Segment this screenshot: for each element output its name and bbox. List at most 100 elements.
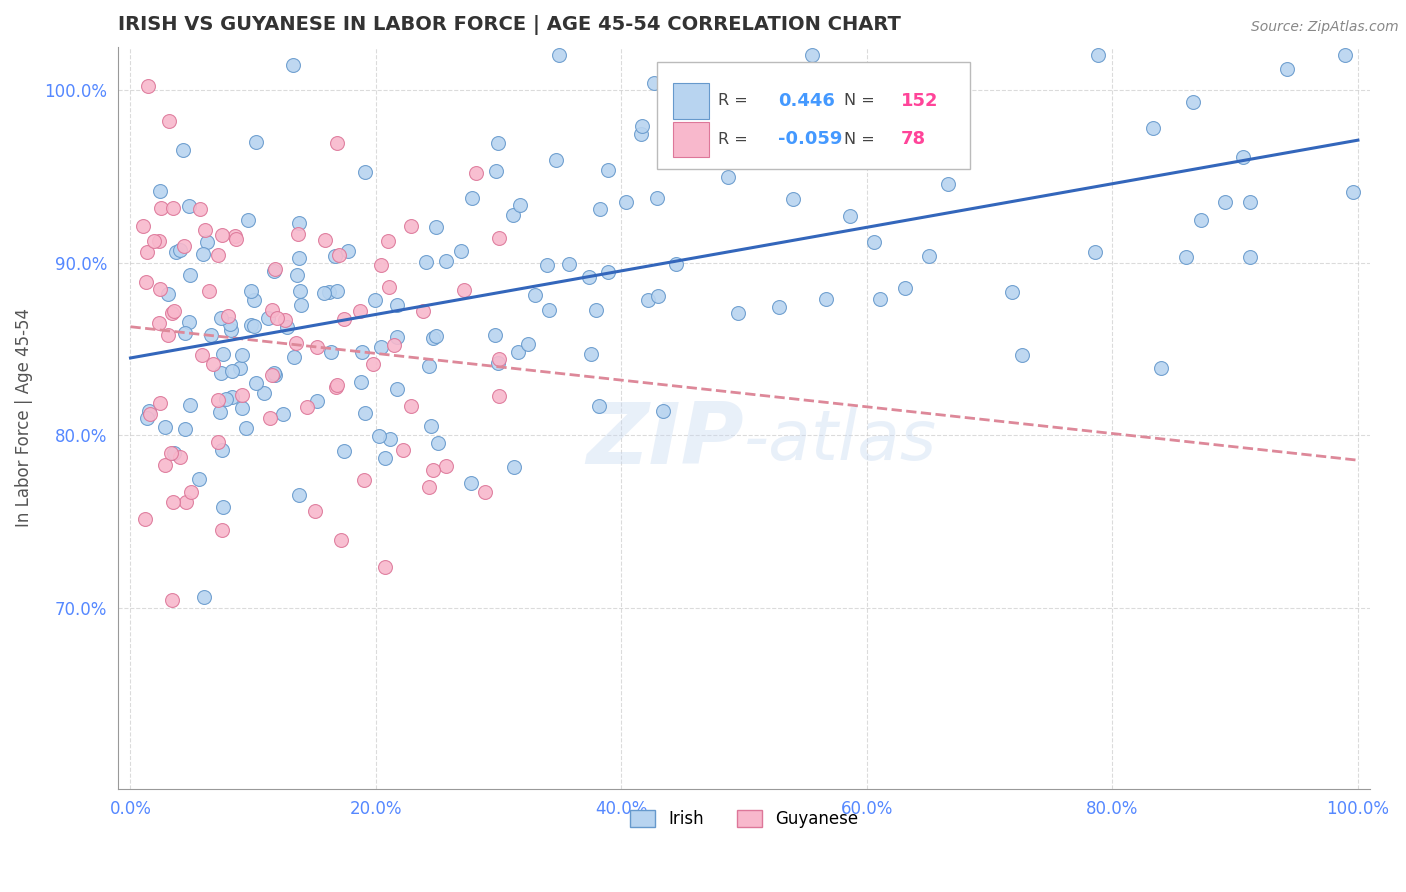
Point: [283, 350, 305, 364]
Point: [173, 239, 195, 253]
Point: [160, 446, 183, 460]
Point: [281, 58, 304, 72]
Text: ZIP: ZIP: [586, 399, 744, 482]
Point: [647, 191, 669, 205]
Point: [288, 252, 311, 266]
Point: [156, 327, 179, 342]
Point: [287, 227, 309, 241]
Point: [1142, 121, 1164, 136]
Point: [209, 310, 232, 325]
Point: [486, 136, 509, 151]
Point: [221, 390, 243, 404]
Point: [179, 315, 201, 329]
Point: [188, 202, 211, 216]
Point: [1150, 360, 1173, 375]
Point: [231, 348, 253, 362]
Point: [314, 233, 336, 247]
Point: [486, 356, 509, 370]
Legend: Irish, Guyanese: Irish, Guyanese: [621, 802, 868, 837]
Point: [614, 194, 637, 209]
Point: [285, 268, 308, 282]
Point: [523, 287, 546, 301]
Point: [596, 162, 619, 177]
Point: [1182, 95, 1205, 109]
Point: [193, 591, 215, 605]
Point: [174, 495, 197, 509]
Point: [163, 446, 186, 460]
Point: [333, 444, 356, 458]
Point: [1087, 48, 1109, 62]
Point: [869, 292, 891, 306]
Point: [727, 306, 749, 320]
Point: [337, 244, 360, 259]
Point: [312, 286, 335, 301]
Point: [266, 311, 288, 326]
Point: [1189, 213, 1212, 227]
Point: [136, 244, 159, 259]
Point: [209, 405, 232, 419]
Point: [325, 136, 347, 151]
Point: [377, 235, 399, 249]
Point: [245, 376, 267, 390]
Point: [179, 268, 201, 283]
Point: [1343, 185, 1365, 199]
Point: [894, 281, 917, 295]
Point: [450, 244, 472, 258]
Point: [318, 285, 340, 299]
Point: [536, 258, 558, 272]
Point: [862, 235, 884, 249]
Point: [643, 76, 665, 90]
Point: [382, 337, 405, 351]
Point: [217, 309, 239, 323]
Point: [174, 422, 197, 436]
Point: [264, 368, 287, 382]
Point: [169, 243, 191, 257]
Point: [585, 303, 607, 318]
Point: [211, 347, 233, 361]
Point: [332, 311, 354, 326]
Point: [169, 450, 191, 464]
Point: [918, 249, 941, 263]
Point: [136, 79, 159, 94]
Point: [1175, 251, 1198, 265]
Point: [215, 392, 238, 406]
Point: [224, 229, 246, 244]
Point: [1084, 245, 1107, 260]
Point: [211, 523, 233, 537]
Point: [652, 403, 675, 417]
Text: IRISH VS GUYANESE IN LABOR FORCE | AGE 45-54 CORRELATION CHART: IRISH VS GUYANESE IN LABOR FORCE | AGE 4…: [118, 15, 901, 35]
Point: [460, 191, 482, 205]
Point: [245, 136, 267, 150]
Point: [817, 112, 839, 127]
Point: [231, 401, 253, 415]
Text: R =: R =: [718, 94, 752, 108]
Point: [148, 396, 170, 410]
Point: [364, 293, 387, 307]
Point: [363, 358, 385, 372]
Point: [422, 331, 444, 345]
Point: [162, 201, 184, 215]
Point: [191, 348, 214, 362]
Point: [153, 420, 176, 434]
Point: [418, 480, 440, 494]
Point: [465, 166, 488, 180]
Text: N =: N =: [845, 132, 880, 147]
Point: [596, 264, 619, 278]
Point: [558, 256, 581, 270]
Point: [502, 208, 524, 222]
Point: [257, 311, 280, 326]
Point: [420, 419, 443, 434]
Point: [218, 318, 240, 332]
Point: [354, 165, 377, 179]
Point: [285, 336, 308, 351]
Point: [474, 485, 496, 500]
Point: [425, 329, 447, 343]
Text: 0.446: 0.446: [778, 92, 835, 110]
Point: [349, 304, 371, 318]
Point: [131, 219, 153, 233]
Point: [422, 463, 444, 477]
Point: [180, 485, 202, 500]
Point: [138, 404, 160, 418]
Point: [219, 323, 242, 337]
Point: [1334, 48, 1357, 62]
